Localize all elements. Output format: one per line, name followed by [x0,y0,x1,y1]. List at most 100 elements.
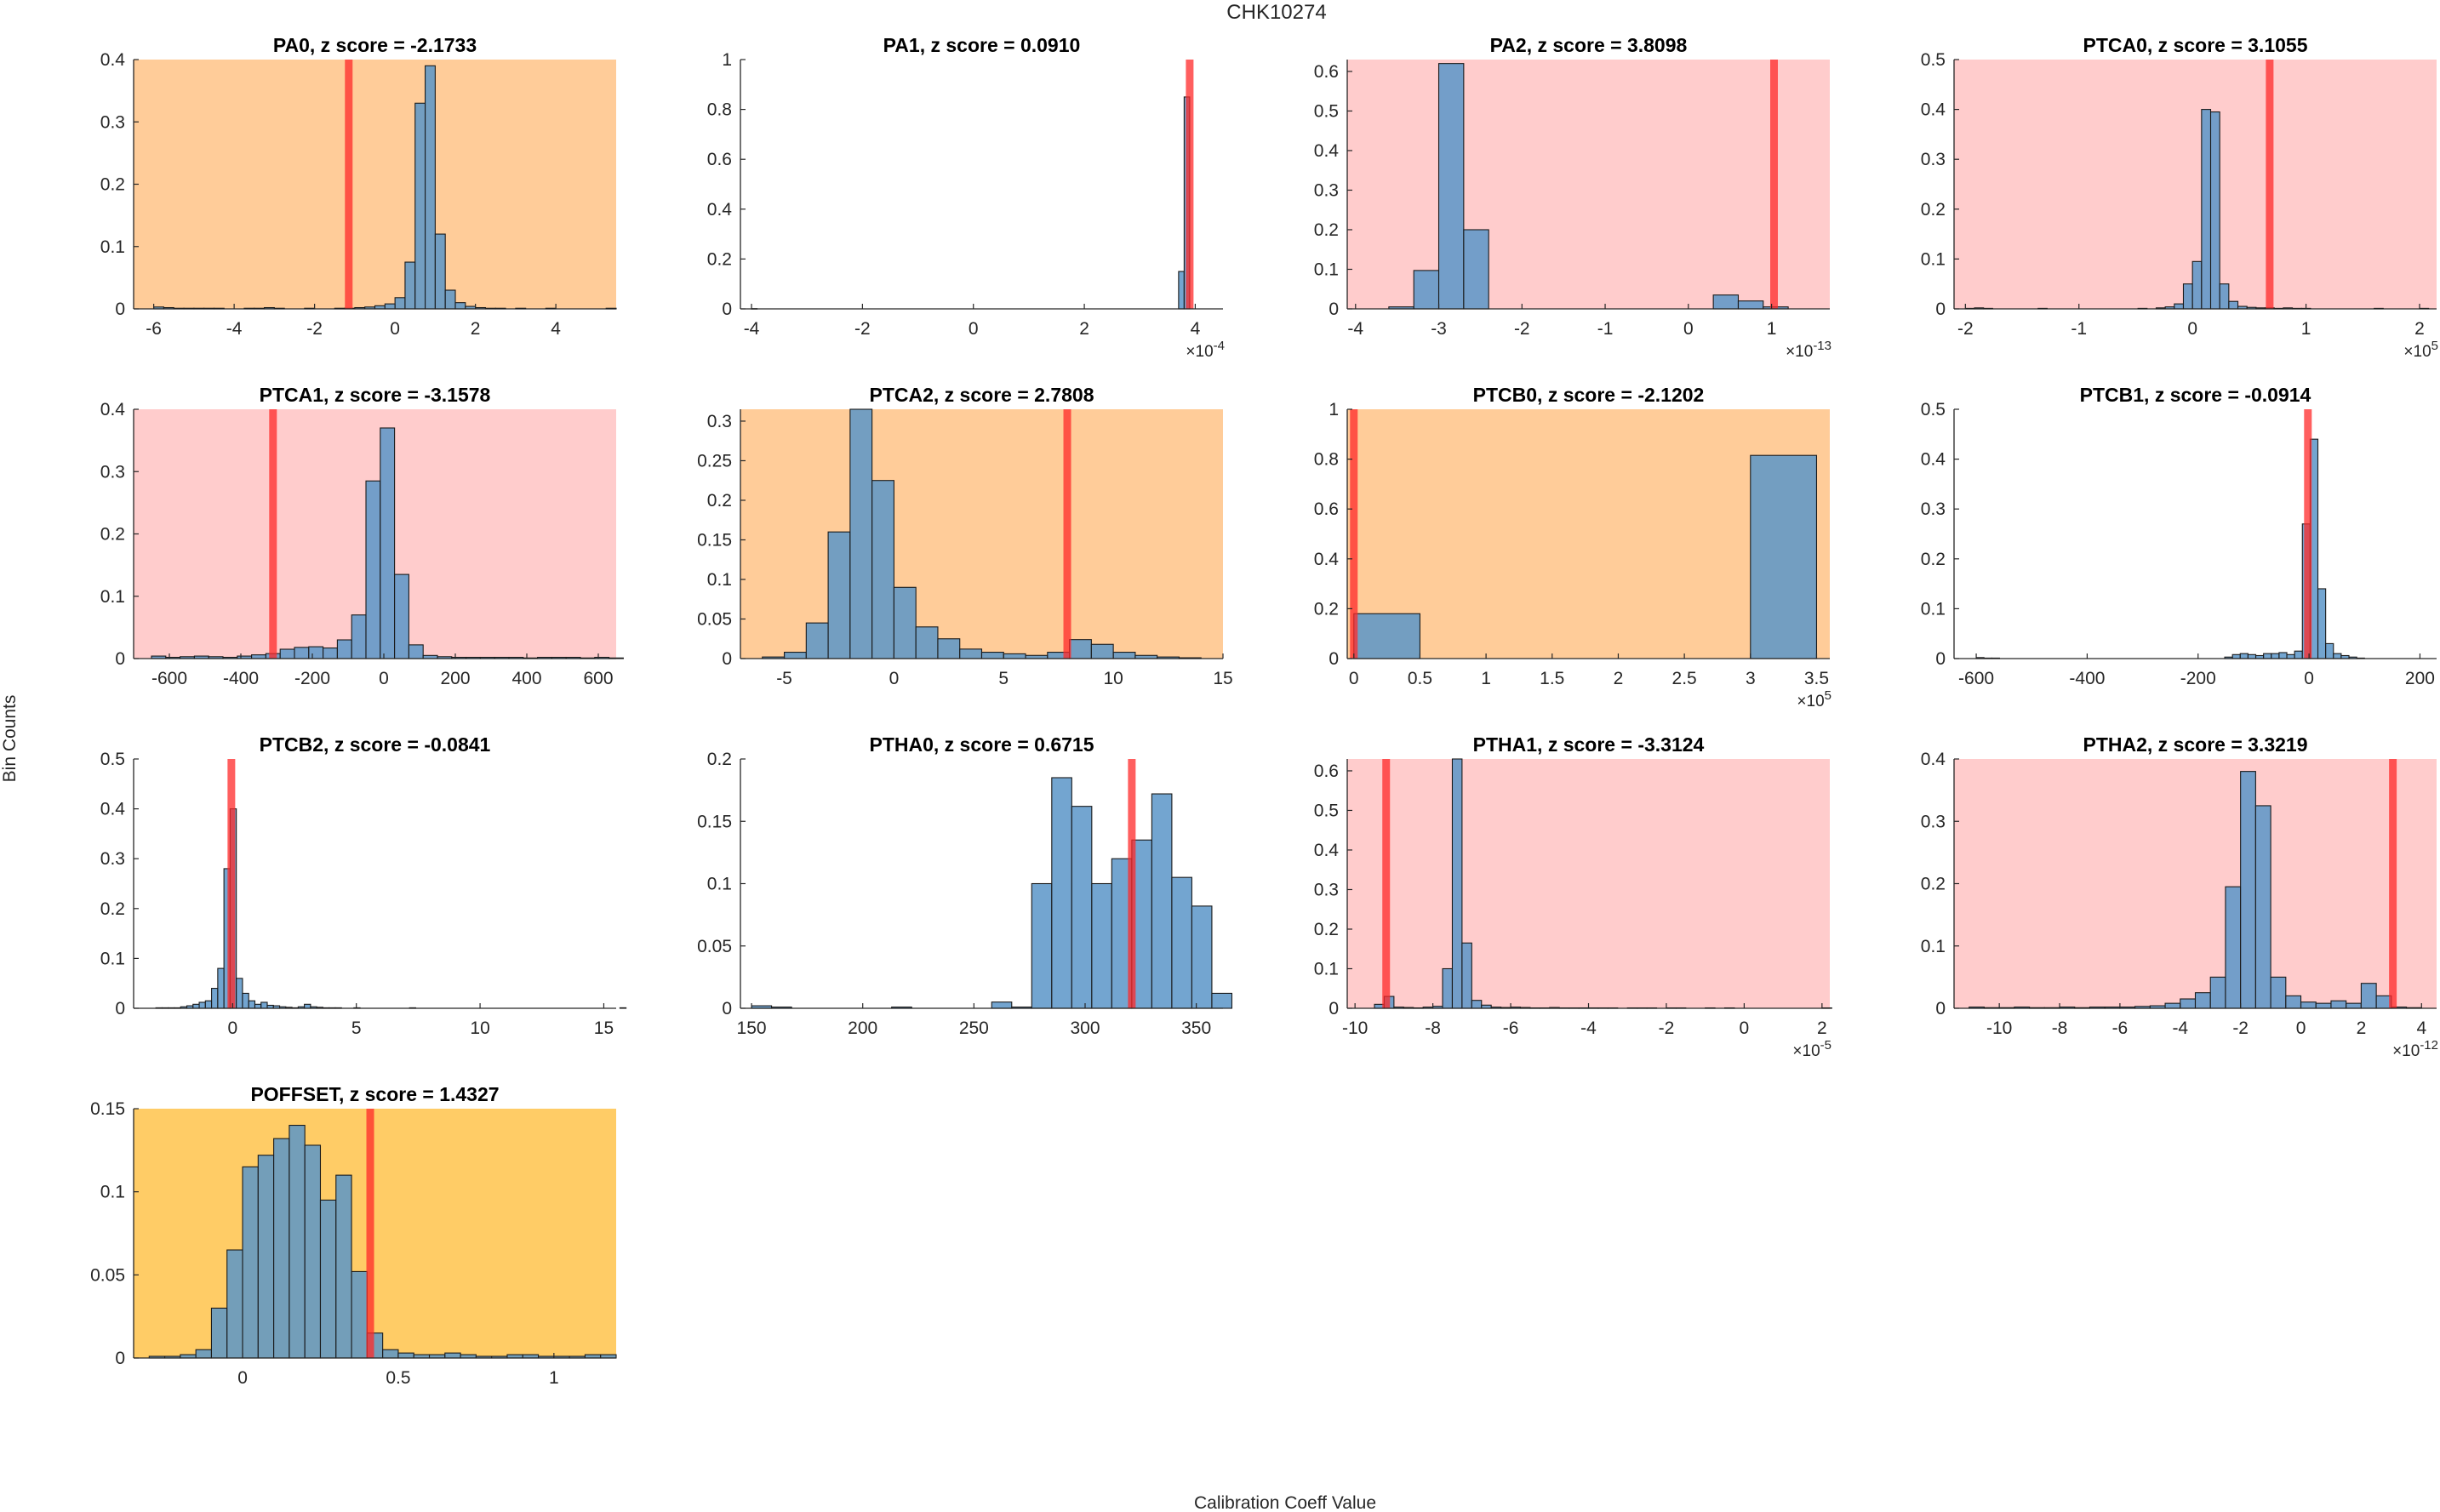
x-tick-label: 0 [2304,669,2314,688]
histogram-bar [248,1000,256,1009]
y-tick-label: 0.6 [1314,62,1339,82]
histogram-bar [1003,653,1026,659]
y-tick-label: 0.5 [1314,101,1339,121]
histogram-bar [195,1349,213,1359]
histogram-bar [408,644,424,659]
y-tick-label: 0.1 [1921,249,1946,269]
histogram-bar [2360,983,2377,1009]
x-tick-label: 15 [1213,669,1232,688]
y-tick-label: 0.2 [1921,200,1946,220]
x-exponent-power: -12 [2420,1038,2438,1053]
histogram-bar [1071,806,1093,1009]
subplot-11: -10 -8 -6 -4 -2 0 2 0 0.1 0.2 0.3 0.4 0.5 0.6 PTHA1, z… [1314,733,1832,1060]
histogram-bar [210,1307,228,1359]
y-tick-label: 0.6 [707,150,732,169]
y-tick-label: 0.6 [1314,762,1339,781]
y-tick-label: 0.6 [1314,499,1339,519]
histogram-bar [1451,758,1463,1009]
y-tick-label: 0.2 [100,525,125,545]
x-tick-label: 0 [379,669,389,688]
histogram-bar [2182,283,2193,310]
histogram-bar [404,261,416,310]
x-tick-label: 1.5 [1540,669,1564,688]
y-tick-label: 0.2 [1314,220,1339,240]
subplot-7: 0 0.5 1 1.5 2 2.5 3 3.5 0 0.2 0.4 0.6 0.8 1 PTCB0, z s… [1314,384,1831,710]
histogram-bar [2315,1002,2332,1009]
x-exponent-power: -13 [1813,339,1831,353]
histogram-bar [1737,300,1764,310]
histogram-bar [273,1138,290,1359]
y-tick-label: 0.1 [1921,937,1946,956]
subplot-title: PTCB2, z score = -0.0841 [260,733,491,756]
axes-background [1954,759,2437,1008]
histogram-bar [1171,876,1192,1009]
histogram-bar [2300,1001,2317,1009]
y-tick-label: 0.2 [100,175,125,195]
x-tick-label: 4 [551,319,561,339]
histogram-bar [1437,63,1465,310]
y-tick-label: 1 [1329,400,1339,419]
subplot-grid: -6 -4 -2 0 2 4 0 0.1 0.2 0.3 0.4 PA0, z score = -2.… [90,34,2438,1388]
axes-background [1347,409,1830,659]
y-tick-label: 0.5 [100,750,125,769]
y-tick-label: 0.3 [100,849,125,869]
axes-background [134,759,616,1008]
y-tick-label: 0.2 [707,249,732,269]
histogram-bar [414,102,426,310]
y-tick-label: 0.1 [1314,959,1339,979]
x-tick-label: -400 [223,669,259,688]
x-tick-label: 10 [470,1018,489,1038]
x-tick-label: -600 [151,669,187,688]
histogram-bar [365,480,381,659]
histogram-bar [2209,111,2220,310]
histogram-bar [1442,967,1454,1009]
histogram-bar [2240,771,2256,1009]
subplot-title: PA1, z score = 0.0910 [883,34,1081,56]
histogram-bar [991,1001,1013,1009]
x-tick-label: 2 [1079,319,1089,339]
y-tick-label: 0.3 [1314,180,1339,200]
y-tick-label: 0 [722,300,732,319]
y-tick-label: 0.4 [1314,841,1340,860]
x-tick-label: -6 [2112,1018,2129,1038]
y-tick-label: 0 [722,649,732,669]
histogram-bar [254,1003,262,1009]
x-tick-label: 2 [1817,1018,1827,1038]
y-tick-label: 0.05 [697,609,732,629]
histogram-bar [980,652,1004,659]
subplot-13: 0 0.5 1 0 0.05 0.1 0.15 POFFSET, z score = 1.43… [90,1083,617,1388]
histogram-bar [242,1166,259,1359]
y-tick-label: 0.1 [707,875,732,894]
x-tick-label: -200 [294,669,330,688]
histogram-bar [2231,653,2241,659]
y-tick-label: 0.1 [100,1183,125,1202]
histogram-bar [257,1155,275,1359]
subplot-title: PTHA1, z score = -3.3124 [1473,733,1705,756]
histogram-bar [2270,976,2287,1009]
histogram-bar [2228,300,2239,310]
histogram-bar [425,65,436,310]
x-tick-label: -200 [2180,669,2216,688]
subplot-title: PTCA2, z score = 2.7808 [869,384,1094,406]
x-tick-label: 3.5 [1804,669,1829,688]
y-tick-label: 0.4 [1314,550,1340,569]
y-tick-label: 0 [722,999,732,1018]
y-tick-label: 0.8 [1314,450,1339,470]
histogram-bar [2325,642,2334,659]
x-tick-label: -1 [2071,319,2087,339]
x-tick-label: -8 [1425,1018,1441,1038]
x-tick-label: 0 [1683,319,1694,339]
histogram-bar [304,1003,311,1009]
figure-xlabel: Calibration Coeff Value [1194,1493,1376,1512]
x-exponent-power: 5 [2431,339,2438,353]
histogram-bar [1471,1000,1483,1009]
x-tick-label: 2.5 [1672,669,1697,688]
histogram-bar [2254,805,2271,1009]
y-tick-label: 0 [115,999,125,1018]
histogram-bar [2180,998,2197,1009]
histogram-bar [1031,882,1053,1009]
subplot-title: PA2, z score = 3.8098 [1490,34,1688,56]
histogram-bar [2225,886,2242,1009]
axes-background [740,409,1223,659]
histogram-bar [304,1144,322,1359]
